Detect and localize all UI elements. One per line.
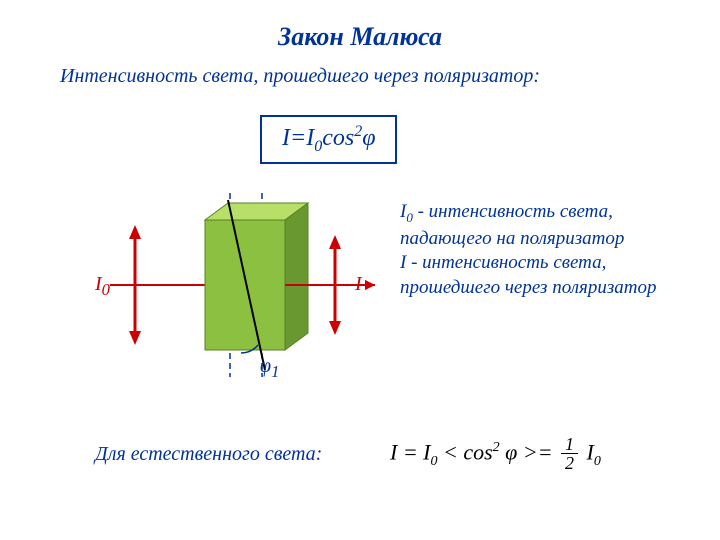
page-title: Закон Малюса: [0, 22, 720, 52]
description: I0 - интенсивность света, падающего на п…: [400, 200, 700, 301]
footer-label: Для естественного света:: [95, 443, 322, 466]
main-formula: I=I0cos2φ: [260, 115, 397, 164]
polarizer-diagram: I0 I φ1: [110, 185, 375, 385]
diagram-svg: [110, 185, 375, 385]
i-label: I: [355, 273, 362, 296]
i0-label: I0: [95, 273, 110, 300]
footer-formula: I = I0 < cos2 φ >= 12 I0: [390, 435, 601, 474]
subtitle: Интенсивность света, прошедшего через по…: [60, 65, 660, 88]
phi-label: φ1: [260, 355, 279, 382]
